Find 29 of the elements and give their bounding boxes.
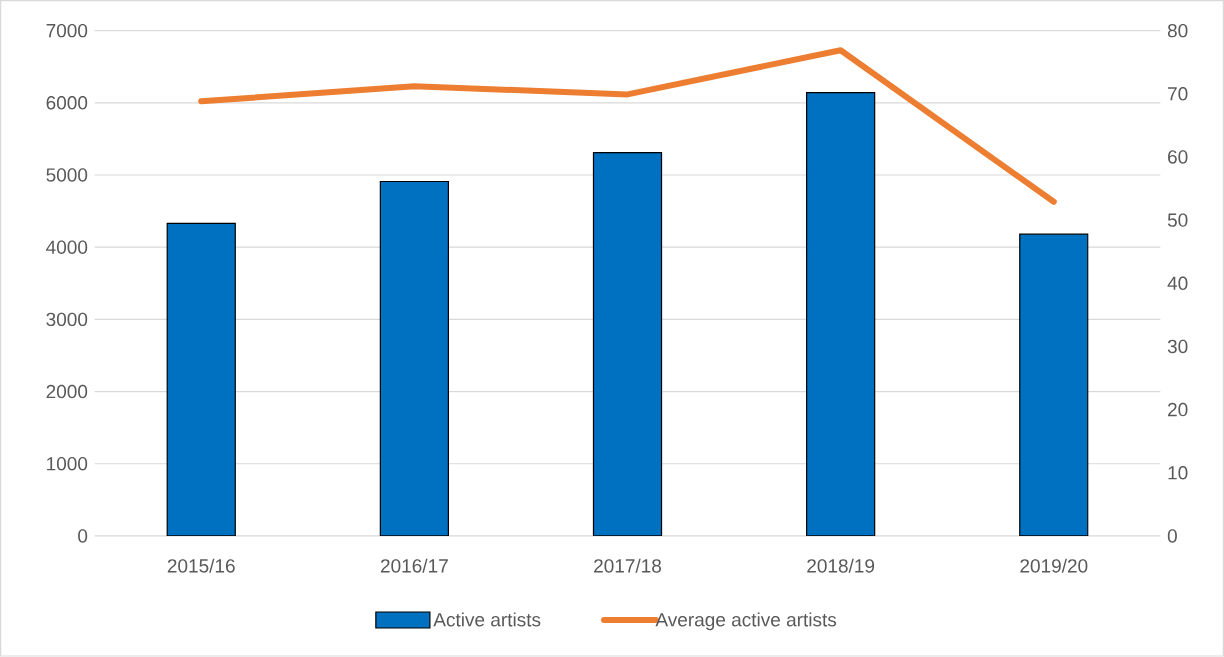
bar [806, 92, 876, 537]
bar [166, 222, 236, 537]
y2-tick-label: 0 [1167, 529, 1177, 543]
x-tick-label: 2016/17 [380, 558, 448, 573]
y2-tick-label: 70 [1168, 87, 1188, 101]
y-tick-label: 3000 [46, 312, 88, 327]
legend-label: Active artists [433, 612, 541, 627]
x-tick-label: 2019/20 [1020, 558, 1088, 573]
x-tick-label: 2017/18 [594, 558, 662, 573]
bar [379, 181, 449, 537]
y-tick-label: 6000 [46, 96, 88, 110]
y2-tick-label: 30 [1167, 339, 1188, 354]
y2-tick-label: 60 [1168, 150, 1188, 164]
y-tick-label: 0 [78, 529, 88, 543]
y2-tick-label: 50 [1167, 213, 1188, 228]
y-tick-label: 1000 [47, 457, 88, 471]
y2-tick-label: 20 [1168, 403, 1188, 417]
y2-tick-label: 80 [1167, 24, 1188, 38]
bar [592, 152, 663, 537]
y-tick-label: 4000 [46, 240, 88, 255]
legend-label: Average active artists [655, 612, 837, 631]
y2-tick-label: 10 [1168, 466, 1188, 480]
x-tick-label: 2018/19 [807, 558, 875, 573]
x-tick-label: 2015/16 [167, 558, 235, 573]
y2-tick-label: 40 [1167, 276, 1188, 291]
y-tick-label: 5000 [46, 168, 88, 182]
bar [1019, 233, 1089, 537]
y-tick-label: 7000 [46, 24, 88, 38]
y-tick-label: 2000 [46, 385, 88, 399]
